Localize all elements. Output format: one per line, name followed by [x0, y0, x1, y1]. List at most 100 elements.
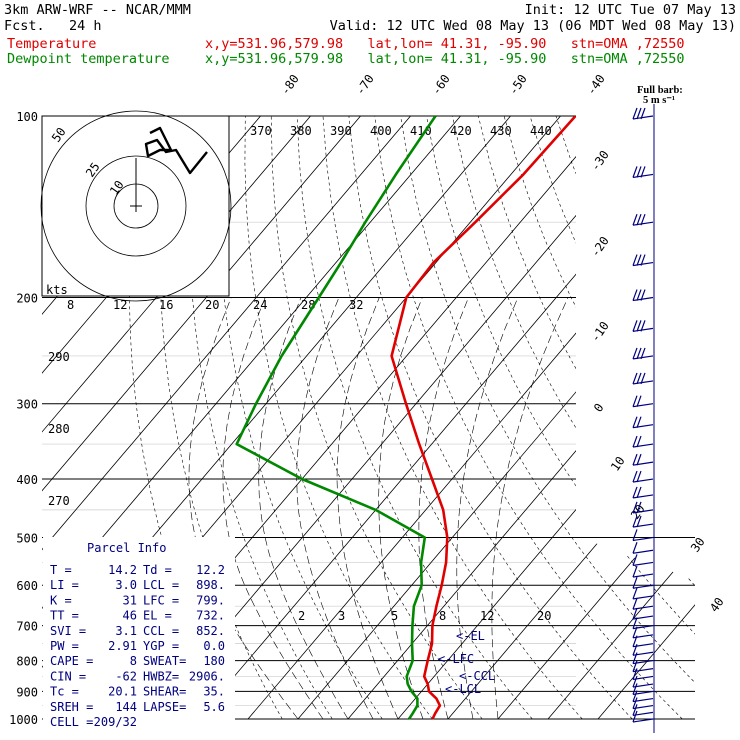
wind-barb-flag [636, 501, 642, 514]
parcel-row-9-value: 144 [115, 700, 137, 714]
wind-barb-250 [632, 347, 654, 360]
wind-barb-950 [632, 697, 654, 710]
wind-barb-675 [632, 607, 654, 620]
wind-barb-flag [636, 470, 642, 483]
parcel-row-0-value2: 12.2 [196, 563, 225, 577]
forecast-hour: Fcst. 24 h [4, 18, 102, 34]
wind-barb-flag [636, 166, 642, 178]
parcel-row-1-value: 3.0 [115, 578, 137, 592]
upper-mix-label-2: 16 [159, 298, 173, 312]
temperature-legend: Temperature [7, 36, 97, 52]
pressure-label-700: 700 [16, 620, 38, 634]
hodograph-ring-1 [85, 155, 187, 257]
parcel-row-6-label2: SWEAT= [143, 654, 186, 668]
moist-adiabat-10 [336, 297, 399, 720]
isotherm-0 [347, 116, 695, 720]
dry-adiabat-420 [581, 116, 695, 720]
isotherm-label-8: 0 [591, 401, 607, 415]
wind-barb-flag [632, 395, 638, 407]
parcel-row-5-label: PW = [50, 639, 79, 653]
parcel-row-9-label2: LAPSE= [143, 700, 186, 714]
mixing-label-1: 3 [338, 609, 345, 623]
wind-barb-staff [632, 625, 654, 630]
wind-barb-staff [632, 461, 654, 466]
pressure-label-600: 600 [16, 579, 38, 593]
wind-barb-flag [640, 213, 646, 226]
wind-barb-staff [632, 261, 654, 267]
wind-barb-staff [632, 573, 654, 578]
wind-barb-flag [640, 320, 646, 332]
model-title: 3km ARW-WRF -- NCAR/MMM [4, 2, 191, 18]
wind-barb-flag [636, 435, 642, 448]
barb-legend-title: Full barb: [637, 85, 683, 96]
wind-barb-flag [632, 542, 638, 554]
wind-barb-staff [632, 615, 654, 620]
wind-barb-925 [632, 690, 654, 703]
wind-barb-staff [632, 549, 654, 554]
isotherm-30 [497, 116, 695, 720]
dry-adiabat-340 [374, 116, 683, 720]
wind-barb-flag [640, 254, 646, 266]
wind-barb-flag [640, 372, 646, 385]
wind-barb-flag [632, 617, 638, 629]
isotherm-20 [447, 116, 695, 720]
wind-barb-150 [632, 213, 654, 226]
wind-barb-staff [632, 523, 654, 528]
pressure-label-200: 200 [16, 292, 38, 306]
wind-barb-flag [632, 704, 638, 716]
wind-barb-flag [636, 320, 642, 332]
parcel-row-9-label: SREH = [50, 700, 93, 714]
upper-mix-label-0: 8 [67, 298, 74, 312]
parcel-row-5-label2: YGP = [143, 639, 179, 653]
parcel-row-4-label: SVI = [50, 624, 86, 638]
hodograph-ring-label-2: 50 [49, 125, 69, 145]
wind-barb-325 [632, 416, 654, 429]
isotherm-label-3: -50 [506, 72, 530, 98]
wind-barb-flag [636, 372, 642, 385]
wind-barb-300 [632, 395, 654, 408]
parcel-row-10-label: CELL = [50, 715, 93, 729]
mixing-label-5: 20 [537, 609, 551, 623]
wind-barb-550 [632, 554, 654, 567]
parcel-row-1-value2: 898. [196, 578, 225, 592]
upper-mix-label-3: 20 [205, 298, 219, 312]
dry-adiabat-300 [270, 116, 483, 720]
upper-mix-label-6: 32 [349, 298, 363, 312]
wind-barb-flag [632, 254, 638, 266]
wind-barb-flag [632, 166, 638, 178]
wind-barb-flag [632, 289, 638, 301]
parcel-row-4-label2: CCL = [143, 624, 179, 638]
wind-barb-flag [632, 453, 638, 466]
hodograph-ring-2 [40, 110, 232, 302]
init-time: Init: 12 UTC Tue 07 May 13 [524, 2, 736, 18]
wind-barb-staff [632, 711, 654, 716]
theta-label-6: 430 [490, 124, 512, 138]
wind-barb-650 [632, 597, 654, 610]
upper-mix-label-4: 24 [253, 298, 267, 312]
wind-barb-staff [632, 424, 654, 429]
parcel-row-10-value: 209/32 [94, 715, 137, 729]
parcel-row-8-label: Tc = [50, 685, 79, 699]
parcel-row-5-value2: 0.0 [203, 639, 225, 653]
wind-barb-425 [632, 486, 654, 499]
pressure-label-400: 400 [16, 473, 38, 487]
dry-adiabat-410 [555, 116, 695, 720]
wind-barb-200 [632, 289, 654, 302]
wind-barb-flag [636, 395, 642, 407]
wind-barb-flag [632, 435, 638, 448]
wind-barb-525 [632, 542, 654, 554]
parcel-row-8-label2: SHEAR= [143, 685, 186, 699]
isotherm--90 [42, 116, 411, 720]
wind-barb-flag [632, 347, 638, 360]
parcel-row-3-value2: 732. [196, 609, 225, 623]
level-marker-1: <-LFC [438, 652, 474, 666]
wind-barb-500 [632, 529, 654, 542]
barb-legend-value: 5 m s⁻¹ [643, 95, 675, 106]
wind-barb-flag [632, 565, 638, 578]
parcel-row-1-label2: LCL = [143, 578, 179, 592]
mixing-label-4: 12 [480, 609, 494, 623]
theta-label-7: 440 [530, 124, 552, 138]
wind-barb-275 [632, 372, 654, 385]
wind-barb-staff [632, 675, 654, 681]
isotherm-40 [547, 116, 695, 720]
